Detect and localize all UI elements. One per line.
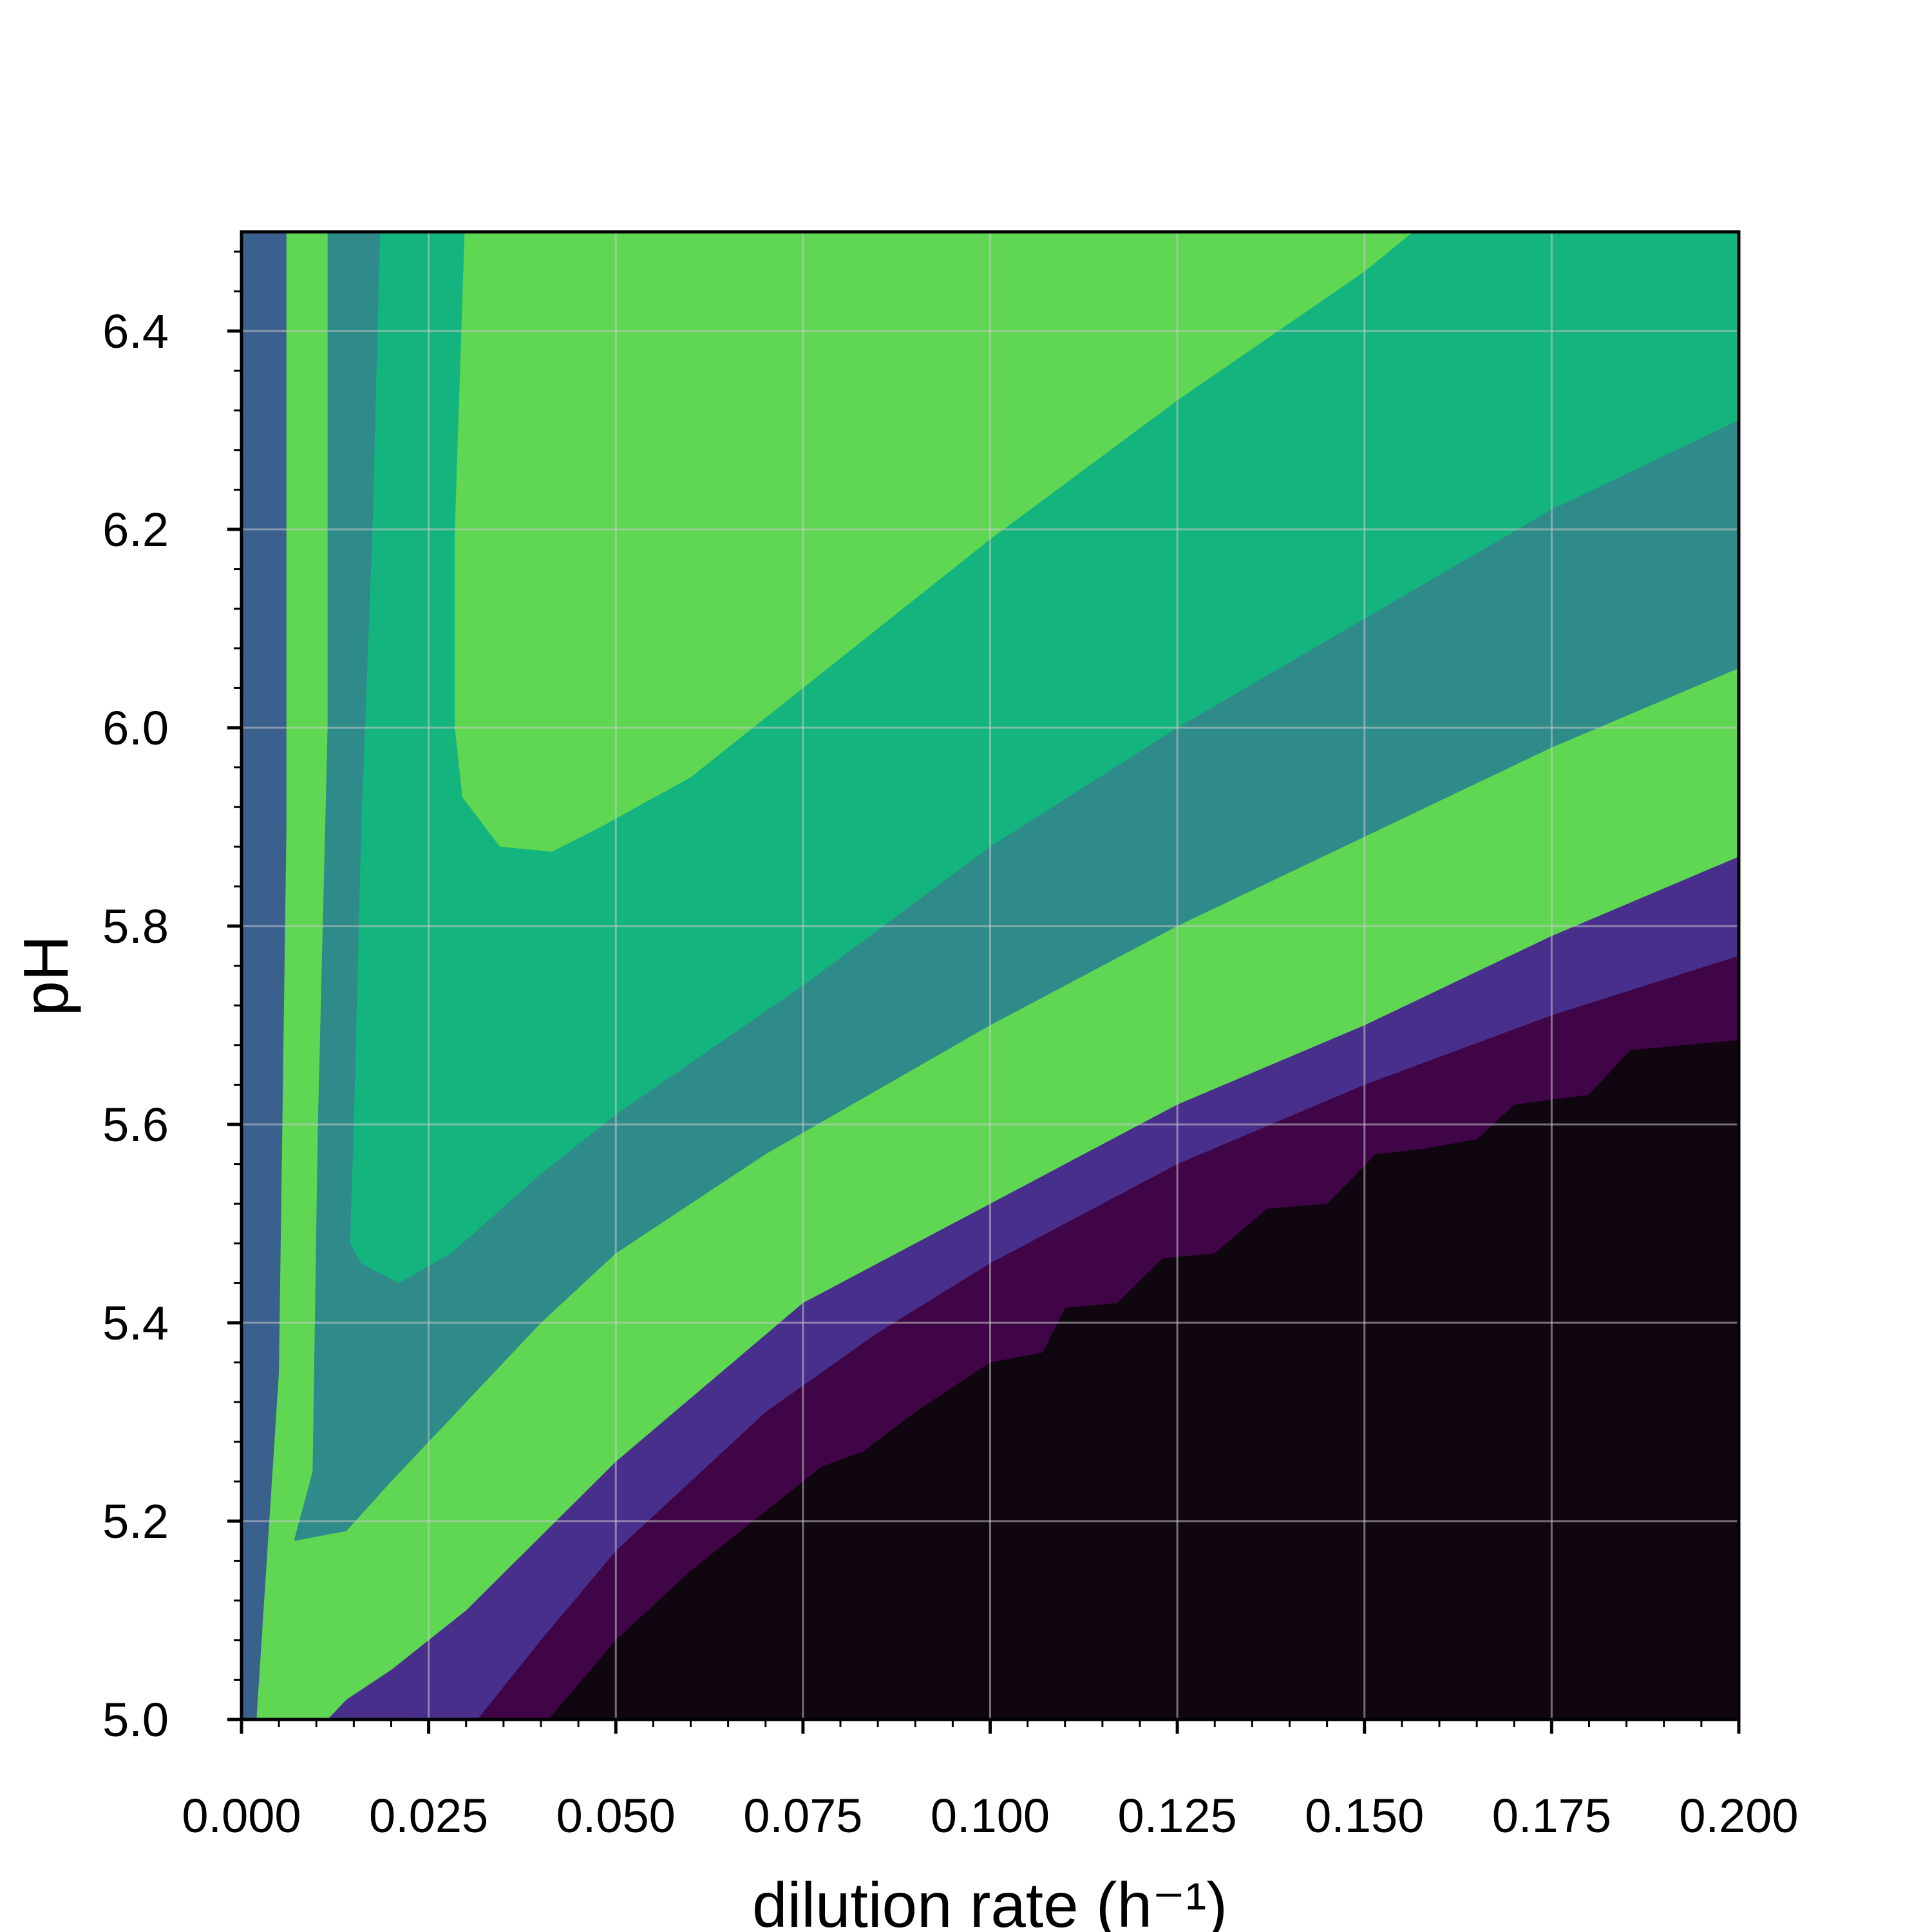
- tick-labels: 0.000 0.025 0.050 0.075 0.100 0.125 0.150 0.175…: [102, 305, 1798, 1842]
- x-tick-label: 0.125: [1118, 1789, 1237, 1842]
- x-tick-label: 0.000: [182, 1789, 301, 1842]
- y-tick-label: 5.8: [102, 900, 169, 953]
- x-tick-label: 0.050: [556, 1789, 676, 1842]
- y-axis-title: pH: [10, 935, 81, 1016]
- y-tick-label: 5.6: [102, 1098, 169, 1151]
- x-tick-label: 0.175: [1492, 1789, 1611, 1842]
- y-tick-label: 6.0: [102, 701, 169, 755]
- x-tick-label: 0.100: [931, 1789, 1050, 1842]
- axis-ticks: [227, 251, 1741, 1734]
- x-tick-label: 0.075: [743, 1789, 862, 1842]
- y-tick-label: 5.4: [102, 1296, 169, 1350]
- contour-region-low-0: [548, 1040, 1739, 1719]
- y-tick-label: 5.0: [102, 1693, 169, 1747]
- y-tick-label: 6.2: [102, 503, 169, 556]
- x-axis-title-text: dilution rate (h⁻¹): [752, 1870, 1227, 1932]
- x-tick-label: 0.200: [1679, 1789, 1798, 1842]
- x-tick-label: 0.150: [1305, 1789, 1424, 1842]
- contour-region-3: [242, 232, 287, 1719]
- x-axis-title: dilution rate (h⁻¹): [752, 1870, 1227, 1932]
- y-tick-label: 5.2: [102, 1495, 169, 1548]
- x-tick-label: 0.025: [369, 1789, 488, 1842]
- contour-region-6: [242, 232, 1414, 852]
- y-tick-label: 6.4: [102, 305, 169, 358]
